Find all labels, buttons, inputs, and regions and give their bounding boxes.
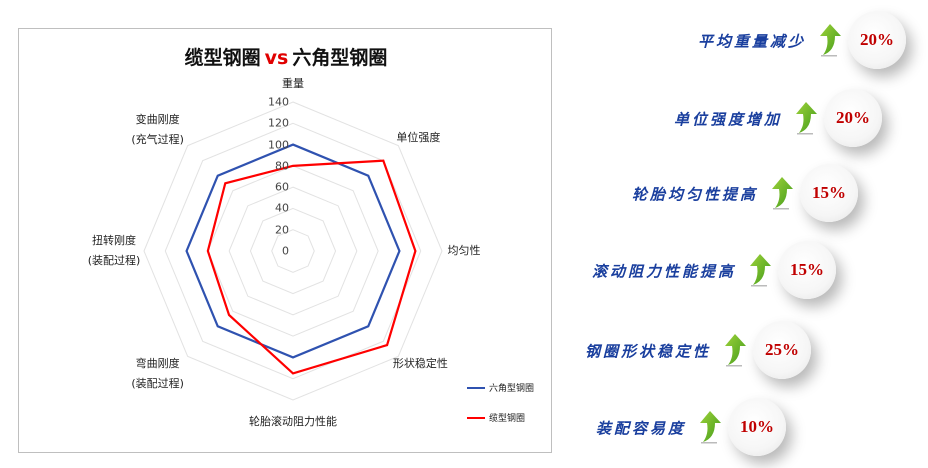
percentage-value: 15%: [790, 260, 824, 279]
tick-label: 140: [268, 95, 289, 109]
percentage-badge: 20%: [824, 89, 882, 147]
legend-item-hexagonal: 六角型钢圈: [467, 381, 534, 394]
chart-title: 缆型钢圈 vs 六角型钢圈: [19, 43, 553, 70]
percentage-badge: 25%: [753, 321, 811, 379]
improvement-label: 滚动阻力性能提高: [591, 262, 736, 281]
percentage-badge: 10%: [728, 398, 786, 456]
tick-label: 100: [268, 138, 289, 152]
tick-label: 120: [268, 116, 289, 130]
grid-ring: [228, 186, 358, 316]
improvement-item: 钢圈形状稳定性 25%: [411, 321, 811, 381]
grid-ring: [143, 101, 443, 401]
improvement-label: 装配容易度: [595, 419, 686, 438]
grid-ring: [164, 122, 422, 380]
tick-label: 40: [275, 201, 289, 215]
tick-label: 80: [275, 159, 289, 173]
axis-label: 重量: [282, 77, 304, 90]
grid-ring: [271, 229, 315, 273]
title-left: 缆型钢圈: [184, 47, 261, 69]
green-up-arrow-icon: [725, 334, 746, 367]
improvement-label: 钢圈形状稳定性: [584, 342, 711, 361]
percentage-badge: 15%: [800, 164, 858, 222]
percentage-value: 20%: [836, 108, 870, 127]
percentage-value: 20%: [860, 30, 894, 49]
grid-ring: [207, 165, 379, 337]
percentage-badge: 20%: [848, 11, 906, 69]
axis-label: 弯曲刚度 (装配过程): [131, 357, 184, 391]
axis-label: 轮胎滚动阻力性能: [249, 415, 337, 428]
legend-label: 六角型钢圈: [489, 384, 535, 394]
title-right: 六角型钢圈: [292, 47, 388, 69]
improvement-label: 轮胎均匀性提高: [631, 185, 758, 204]
percentage-badge: 15%: [778, 241, 836, 299]
improvement-item: 装配容易度 10%: [386, 398, 786, 458]
percentage-value: 25%: [765, 340, 799, 359]
percentage-value: 10%: [740, 417, 774, 436]
percentage-value: 15%: [812, 183, 846, 202]
legend-swatch: [467, 386, 485, 389]
grid-ring: [249, 207, 337, 295]
legend-label: 缆型钢圈: [489, 414, 526, 424]
legend-swatch: [467, 416, 485, 419]
green-up-arrow-icon: [750, 254, 771, 287]
series-line-0: [185, 143, 401, 359]
tick-label: 20: [275, 223, 289, 237]
axis-label: 扭转刚度 (装配过程): [87, 234, 141, 267]
improvement-item: 轮胎均匀性提高 15%: [458, 164, 858, 224]
axis-label: 变曲刚度 (充气过程): [131, 112, 184, 146]
tick-label: 60: [275, 180, 289, 194]
radar-plot: [143, 101, 443, 401]
green-up-arrow-icon: [700, 411, 721, 444]
axis-label: 单位强度: [396, 130, 441, 144]
axis-label: 均匀性: [447, 244, 481, 257]
improvement-label: 平均重量减少: [697, 32, 806, 51]
axis-label: 形状稳定性: [392, 357, 448, 371]
improvement-label: 单位强度增加: [673, 110, 782, 129]
green-up-arrow-icon: [796, 102, 817, 135]
improvement-item: 单位强度增加 20%: [482, 89, 882, 149]
improvement-item: 滚动阻力性能提高 15%: [436, 241, 836, 301]
series-line-1: [206, 159, 417, 375]
improvement-item: 平均重量减少 20%: [506, 11, 906, 71]
title-vs: vs: [264, 47, 289, 69]
legend-item-cable: 缆型钢圈: [467, 411, 525, 424]
radar-chart: 缆型钢圈 vs 六角型钢圈 0 20 40 60 80 100 120 140 重量 单位强度 均匀性形…: [18, 28, 552, 453]
tick-label: 0: [282, 244, 289, 258]
green-up-arrow-icon: [772, 177, 793, 210]
green-up-arrow-icon: [820, 24, 841, 57]
